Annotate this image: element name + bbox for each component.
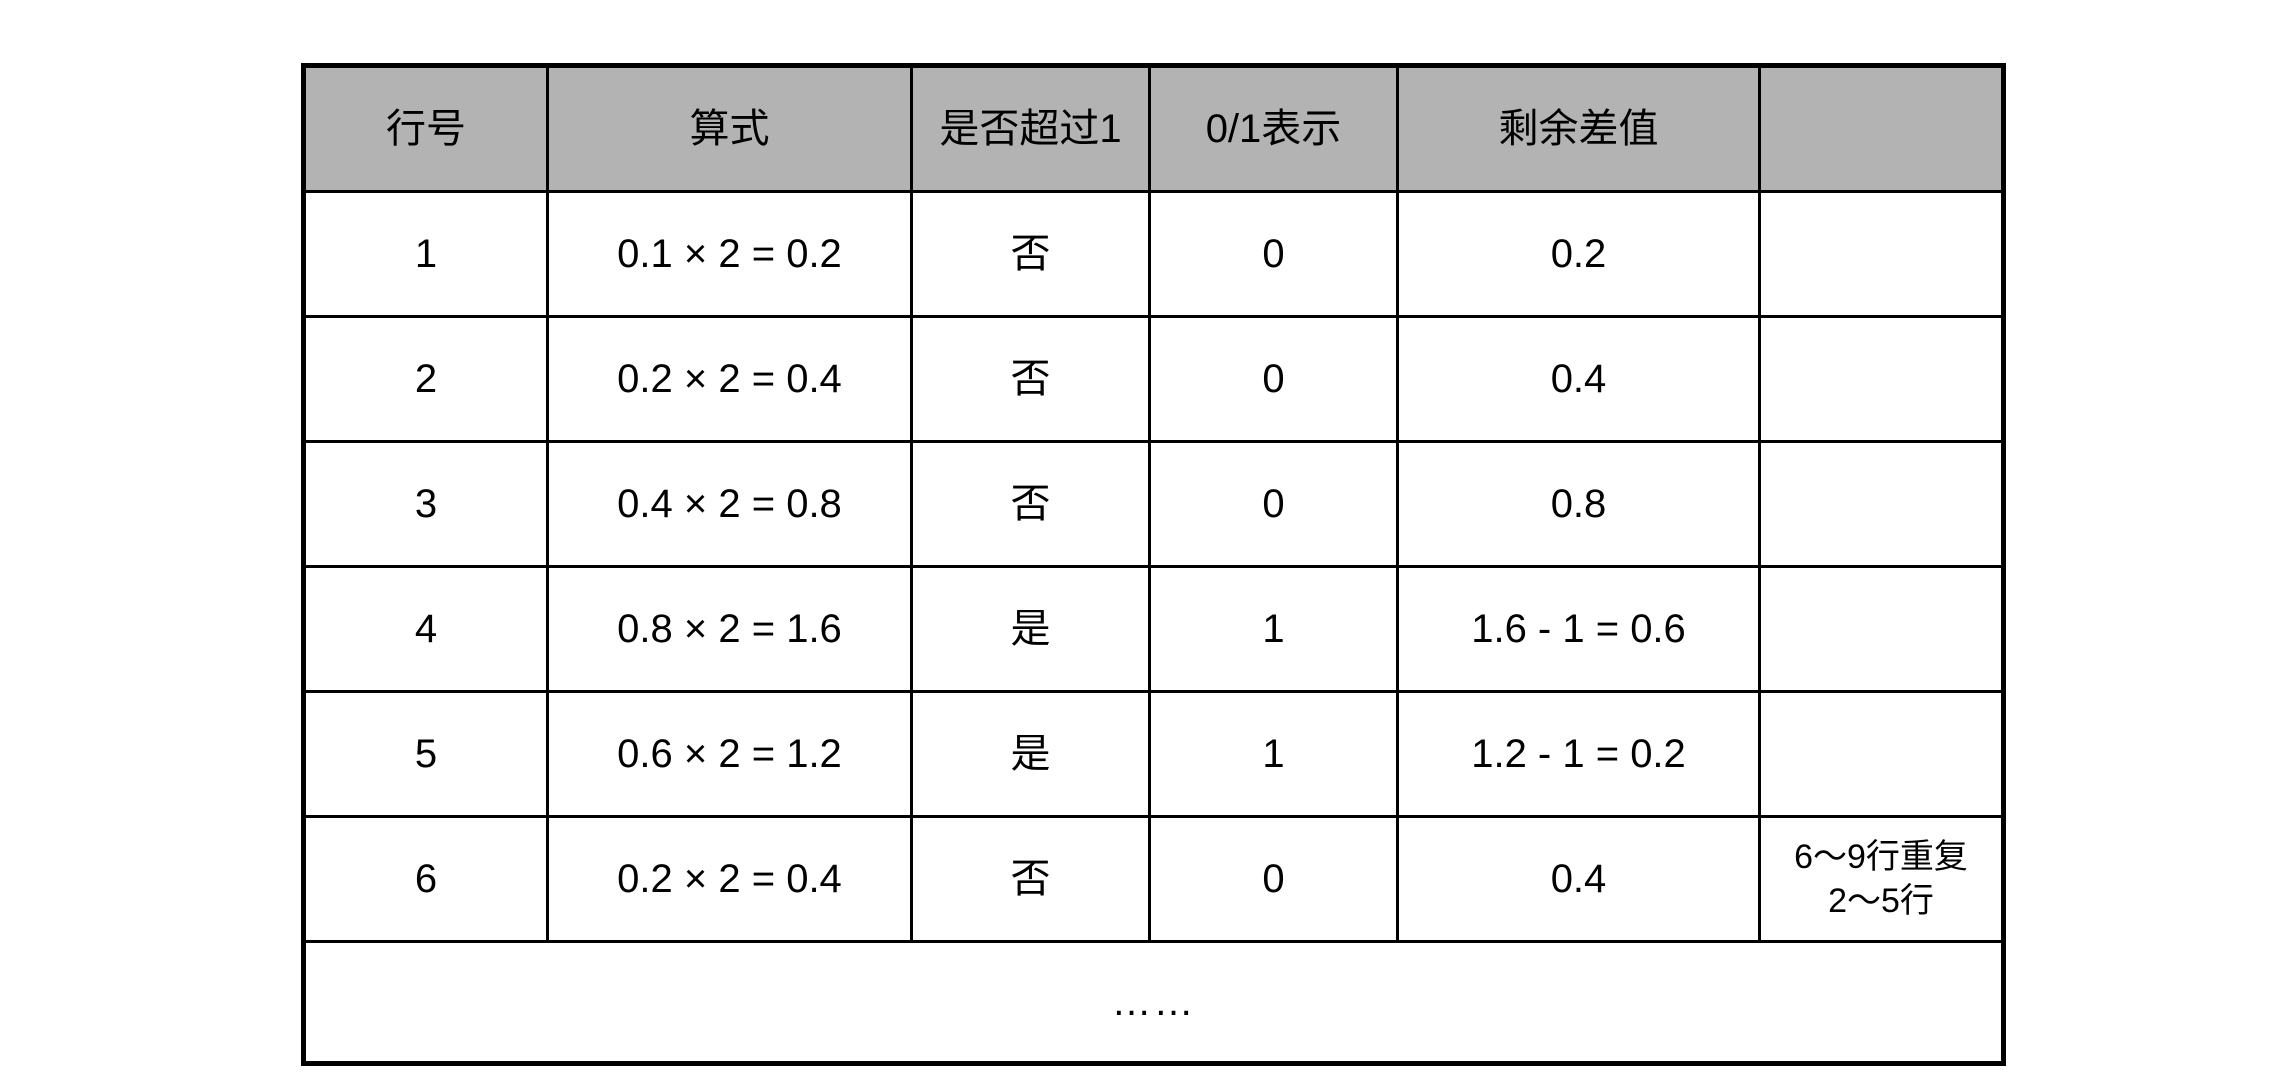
header-bit: 0/1表示 [1148,64,1399,193]
cell-bit: 0 [1148,440,1399,568]
cell-note: 6～9行重复 2～5行 [1758,815,2005,943]
cell-formula: 0.4 × 2 = 0.8 [546,440,913,568]
cell-row-number: 2 [302,315,549,443]
cell-bit: 0 [1148,815,1399,943]
cell-exceeds-one: 是 [910,565,1151,693]
cell-exceeds-one: 是 [910,690,1151,818]
cell-bit: 0 [1148,190,1399,318]
cell-formula: 0.1 × 2 = 0.2 [546,190,913,318]
cell-remainder: 0.4 [1396,815,1761,943]
table-header-row: 行号 算式 是否超过1 0/1表示 剩余差值 [302,64,2005,193]
cell-remainder: 1.6 - 1 = 0.6 [1396,565,1761,693]
table-row: 4 0.8 × 2 = 1.6 是 1 1.6 - 1 = 0.6 [302,565,2005,693]
cell-row-number: 1 [302,190,549,318]
cell-exceeds-one: 否 [910,315,1151,443]
ellipsis-row: …… [302,940,2005,1065]
header-note [1758,64,2005,193]
cell-remainder: 0.2 [1396,190,1761,318]
header-exceeds-one: 是否超过1 [910,64,1151,193]
header-row-number: 行号 [302,64,549,193]
cell-remainder: 1.2 - 1 = 0.2 [1396,690,1761,818]
cell-note [1758,440,2005,568]
cell-row-number: 4 [302,565,549,693]
header-remainder: 剩余差值 [1396,64,1761,193]
cell-exceeds-one: 否 [910,440,1151,568]
cell-row-number: 5 [302,690,549,818]
table-row: 6 0.2 × 2 = 0.4 否 0 0.4 6～9行重复 2～5行 [302,815,2005,943]
cell-row-number: 6 [302,815,549,943]
cell-ellipsis: …… [302,940,2005,1065]
cell-note [1758,690,2005,818]
cell-bit: 1 [1148,565,1399,693]
table-row: 2 0.2 × 2 = 0.4 否 0 0.4 [302,315,2005,443]
cell-formula: 0.2 × 2 = 0.4 [546,315,913,443]
table-row: 3 0.4 × 2 = 0.8 否 0 0.8 [302,440,2005,568]
cell-exceeds-one: 否 [910,190,1151,318]
table-row: 1 0.1 × 2 = 0.2 否 0 0.2 [302,190,2005,318]
cell-note [1758,315,2005,443]
cell-formula: 0.2 × 2 = 0.4 [546,815,913,943]
cell-row-number: 3 [302,440,549,568]
cell-exceeds-one: 否 [910,815,1151,943]
cell-bit: 1 [1148,690,1399,818]
cell-bit: 0 [1148,315,1399,443]
binary-fraction-conversion-table-wrap: 行号 算式 是否超过1 0/1表示 剩余差值 1 0.1 × 2 = 0.2 否… [301,63,2006,1066]
cell-remainder: 0.8 [1396,440,1761,568]
header-formula: 算式 [546,64,913,193]
binary-fraction-conversion-table: 行号 算式 是否超过1 0/1表示 剩余差值 1 0.1 × 2 = 0.2 否… [301,63,2006,1066]
cell-formula: 0.6 × 2 = 1.2 [546,690,913,818]
cell-note [1758,190,2005,318]
cell-remainder: 0.4 [1396,315,1761,443]
cell-formula: 0.8 × 2 = 1.6 [546,565,913,693]
cell-note [1758,565,2005,693]
table-row: 5 0.6 × 2 = 1.2 是 1 1.2 - 1 = 0.2 [302,690,2005,818]
